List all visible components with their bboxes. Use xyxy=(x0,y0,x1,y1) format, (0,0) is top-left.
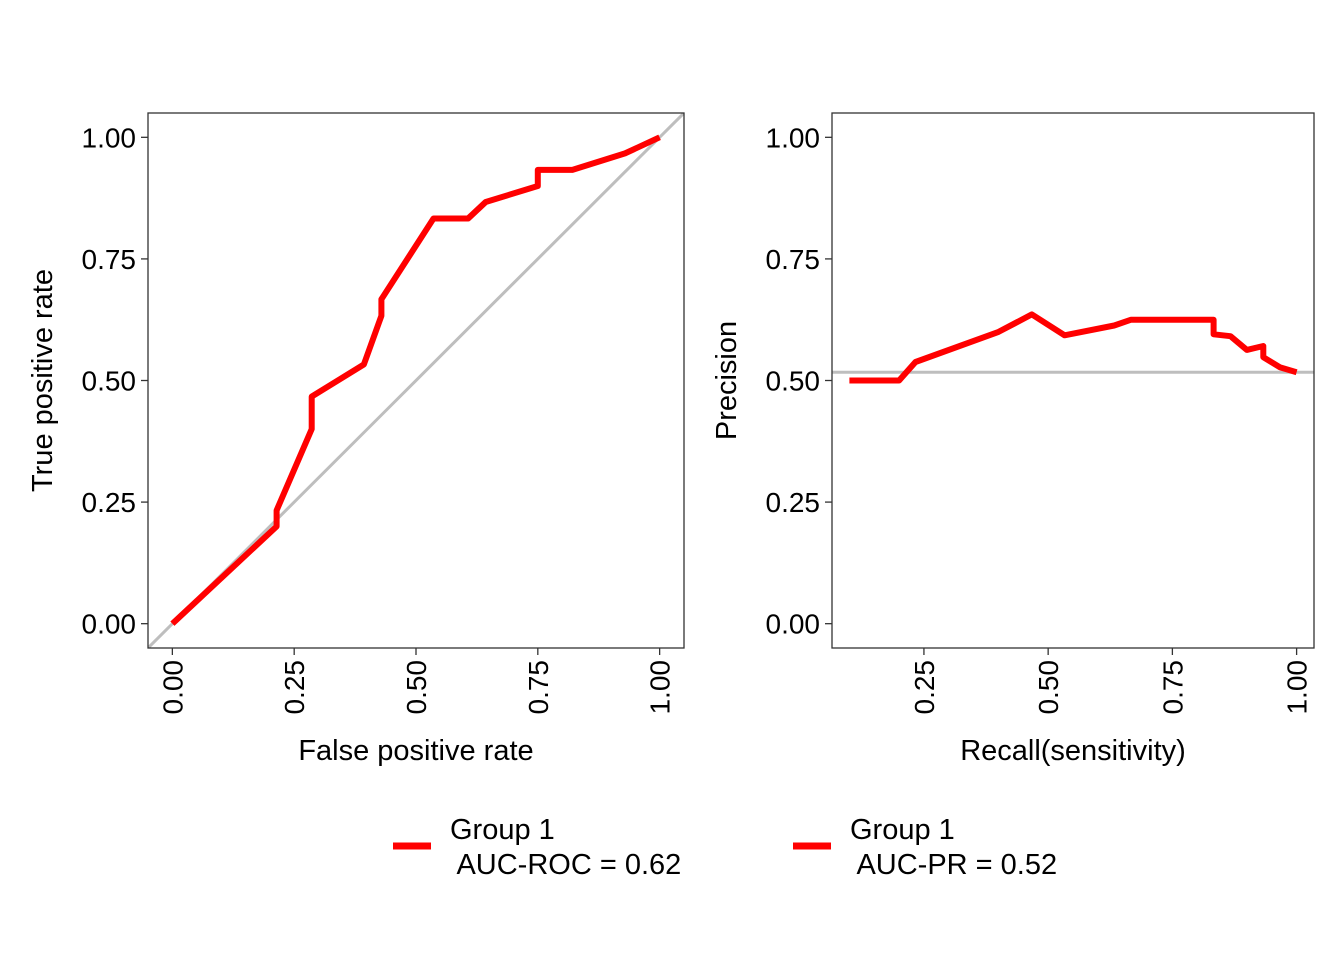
plot-area xyxy=(832,311,1314,384)
roc-panel: 0.00 0.25 0.50 0.75 1.00 0.00 0.25 0.50 0.75 1.00… xyxy=(27,112,685,767)
x-tick-label: 0.50 xyxy=(401,660,432,715)
x-axis-title: Recall(sensitivity) xyxy=(960,735,1186,767)
panel-border xyxy=(831,112,1315,649)
y-axis-title: True positive rate xyxy=(27,269,59,492)
y-tick-label: 0.00 xyxy=(82,609,137,640)
y-tick-label: 0.75 xyxy=(766,244,821,275)
x-tick-label: 0.50 xyxy=(1033,660,1064,715)
pr-panel: 0.00 0.25 0.50 0.75 1.00 0.25 0.50 0.75 1.00 Reca… xyxy=(711,112,1315,767)
series-line-1 xyxy=(849,311,1298,384)
x-tick-label: 0.00 xyxy=(157,660,188,715)
y-axis-title: Precision xyxy=(711,321,743,440)
y-tick-label: 0.00 xyxy=(766,609,821,640)
legend: Group 1 AUC-ROC = 0.62 Group 1 AUC-PR = 0… xyxy=(393,814,1057,881)
x-axis-title: False positive rate xyxy=(298,735,533,767)
series-line-1 xyxy=(170,134,661,626)
y-tick-label: 1.00 xyxy=(766,122,821,153)
legend-label: Group 1 AUC-PR = 0.52 xyxy=(850,814,1057,881)
x-tick-label: 0.75 xyxy=(523,660,554,715)
x-tick-label: 1.00 xyxy=(1282,660,1313,715)
legend-item-2: Group 1 AUC-PR = 0.52 xyxy=(793,814,1057,881)
x-tick-label: 1.00 xyxy=(645,660,676,715)
y-tick-label: 1.00 xyxy=(82,122,137,153)
x-tick-label: 0.25 xyxy=(909,660,940,715)
y-tick-label: 0.75 xyxy=(82,244,137,275)
legend-item-1: Group 1 AUC-ROC = 0.62 xyxy=(393,814,681,881)
plot-area xyxy=(148,113,684,648)
reference-diagonal xyxy=(148,113,684,648)
legend-label: Group 1 AUC-ROC = 0.62 xyxy=(450,814,681,881)
y-tick-label: 0.50 xyxy=(766,366,821,397)
y-tick-label: 0.25 xyxy=(766,487,821,518)
x-tick-label: 0.75 xyxy=(1157,660,1188,715)
y-tick-label: 0.50 xyxy=(82,366,137,397)
x-tick-label: 0.25 xyxy=(279,660,310,715)
y-tick-label: 0.25 xyxy=(82,487,137,518)
